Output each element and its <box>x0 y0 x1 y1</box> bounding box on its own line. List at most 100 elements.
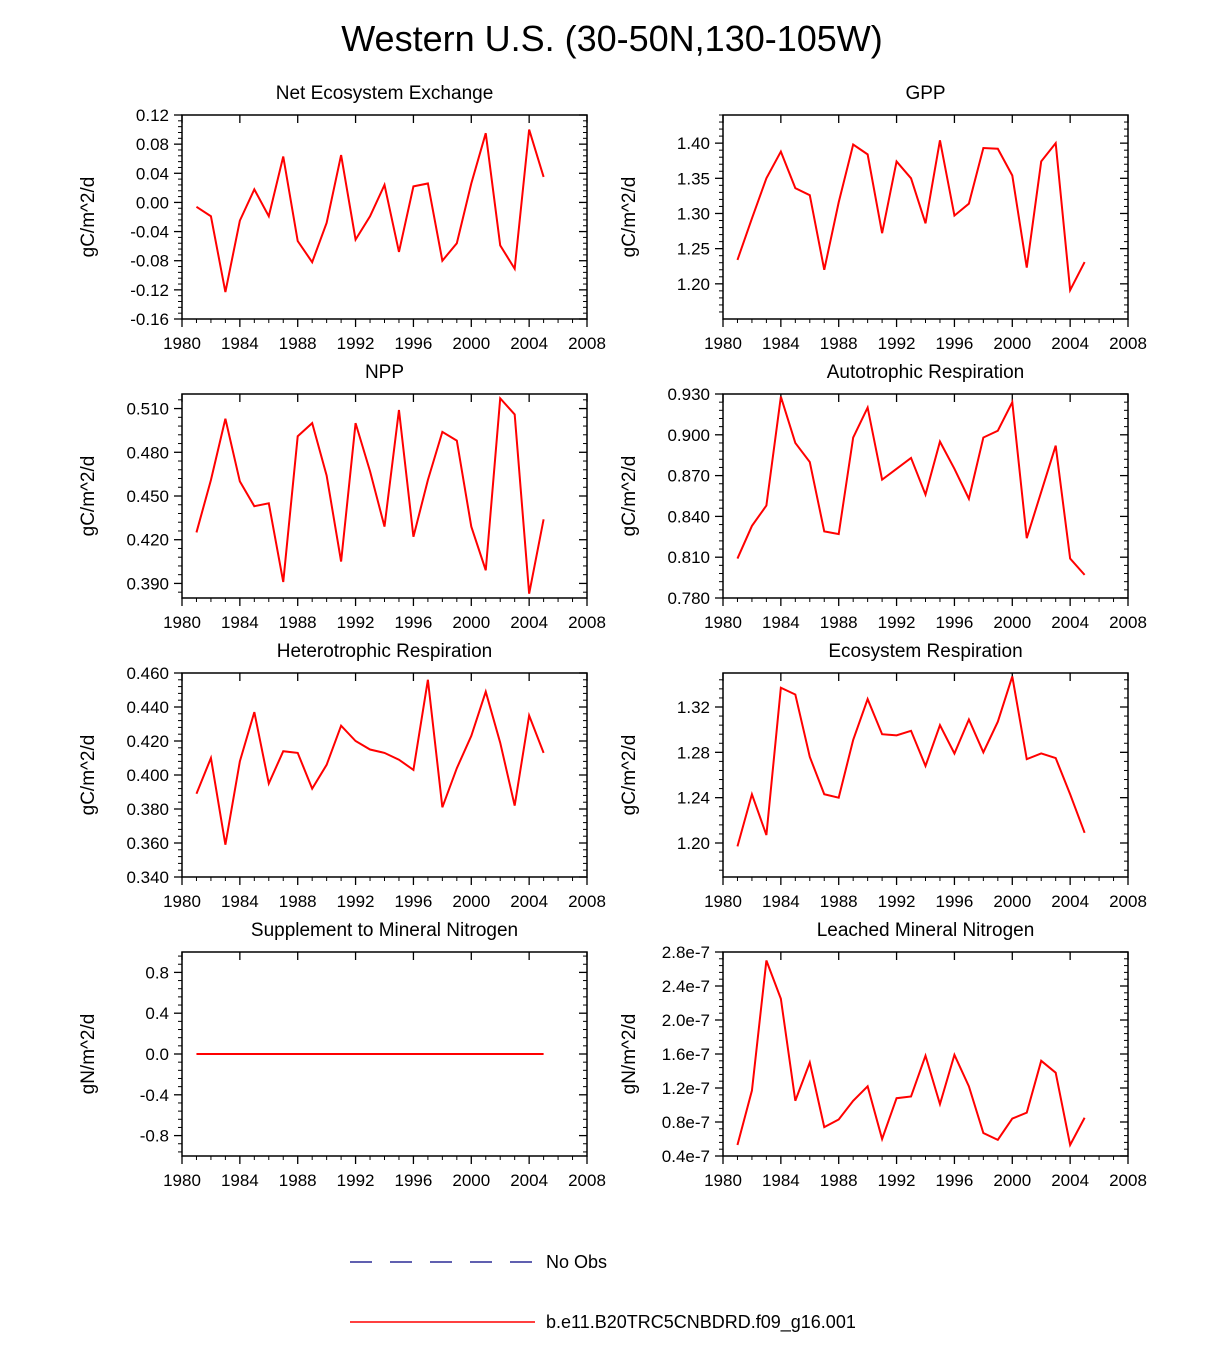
x-tick-label: 1984 <box>762 892 800 911</box>
plot-frame <box>722 672 1129 878</box>
x-tick-label: 1992 <box>337 1171 375 1190</box>
x-tick-label: 2008 <box>1109 892 1147 911</box>
y-tick-label: 0.340 <box>126 868 169 887</box>
x-tick-label: 1984 <box>221 892 259 911</box>
y-tick-label: 1.20 <box>677 834 710 853</box>
series-line <box>195 679 545 845</box>
x-tick-label: 1980 <box>704 1171 742 1190</box>
y-tick-label: -0.8 <box>140 1127 169 1146</box>
panel-2: GPP gC/m^2/d 1980 1984 1988 1992 1996 2000 2004 2… <box>619 83 1147 353</box>
panel-6: Ecosystem Respiration gC/m^2/d 1980 1984 198… <box>619 641 1147 911</box>
x-tick-label: 1984 <box>762 334 800 353</box>
figure-title: Western U.S. (30-50N,130-105W) <box>341 18 883 59</box>
y-tick-label: 0.12 <box>136 106 169 125</box>
y-tick-label: 0.440 <box>126 698 169 717</box>
y-tick-label: 0.08 <box>136 135 169 154</box>
x-tick-label: 1988 <box>820 1171 858 1190</box>
x-tick-label: 1984 <box>221 334 259 353</box>
x-tick-label: 2000 <box>993 1171 1031 1190</box>
x-tick-label: 1996 <box>395 1171 433 1190</box>
x-tick-label: 1980 <box>163 334 201 353</box>
x-tick-label: 1988 <box>820 613 858 632</box>
y-axis-label: gC/m^2/d <box>619 456 640 537</box>
plot-frame <box>722 114 1129 320</box>
x-tick-label: 1992 <box>878 1171 916 1190</box>
y-tick-label: 0.00 <box>136 193 169 212</box>
y-tick-label: 1.28 <box>677 743 710 762</box>
y-tick-label: -0.16 <box>130 310 169 329</box>
y-axis-label: gC/m^2/d <box>78 456 99 537</box>
y-axis-label: gN/m^2/d <box>619 1014 640 1095</box>
y-tick-label: 2.8e-7 <box>662 943 710 962</box>
x-tick-label: 1988 <box>279 1171 317 1190</box>
x-tick-label: 1980 <box>163 613 201 632</box>
series-line <box>736 396 1086 576</box>
panel-3: NPP gC/m^2/d 1980 1984 1988 1992 1996 2000 2004 2… <box>78 362 606 632</box>
x-tick-label: 1992 <box>337 334 375 353</box>
panel-title: Net Ecosystem Exchange <box>276 83 494 104</box>
y-axis-label: gC/m^2/d <box>619 177 640 258</box>
series-line <box>736 676 1086 847</box>
x-tick-label: 2004 <box>510 334 548 353</box>
y-tick-label: 1.25 <box>677 240 710 259</box>
y-tick-label: 0.4 <box>145 1004 169 1023</box>
y-tick-label: 0.870 <box>667 467 710 486</box>
x-tick-label: 1984 <box>221 1171 259 1190</box>
x-tick-label: 2008 <box>568 334 606 353</box>
x-tick-label: 1996 <box>936 334 974 353</box>
series-line <box>195 395 545 594</box>
x-tick-label: 1984 <box>221 613 259 632</box>
plot-frame <box>181 672 588 878</box>
y-tick-label: 2.4e-7 <box>662 977 710 996</box>
x-tick-label: 2008 <box>1109 1171 1147 1190</box>
x-tick-label: 1988 <box>279 892 317 911</box>
y-tick-label: 1.35 <box>677 169 710 188</box>
panels-group: Net Ecosystem Exchange gC/m^2/d 1980 1984 19… <box>78 83 1147 1190</box>
y-tick-label: 0.420 <box>126 732 169 751</box>
x-tick-label: 2004 <box>1051 892 1089 911</box>
x-tick-label: 1996 <box>395 892 433 911</box>
y-tick-label: 1.30 <box>677 204 710 223</box>
y-tick-label: -0.12 <box>130 281 169 300</box>
panel-7: Supplement to Mineral Nitrogen gN/m^2/d 19… <box>78 920 606 1190</box>
x-tick-label: 1988 <box>820 892 858 911</box>
x-tick-label: 1988 <box>279 613 317 632</box>
y-axis-label: gC/m^2/d <box>619 735 640 816</box>
y-tick-label: 0.8 <box>145 963 169 982</box>
y-tick-label: 0.780 <box>667 589 710 608</box>
legend-label-model: b.e11.B20TRC5CNBDRD.f09_g16.001 <box>546 1312 856 1333</box>
panel-title: Supplement to Mineral Nitrogen <box>251 920 518 941</box>
panel-title: Ecosystem Respiration <box>828 641 1022 662</box>
y-tick-label: 0.360 <box>126 834 169 853</box>
y-tick-label: 0.810 <box>667 548 710 567</box>
x-tick-label: 2008 <box>1109 613 1147 632</box>
y-tick-label: 0.480 <box>126 443 169 462</box>
x-tick-label: 1980 <box>704 613 742 632</box>
x-tick-label: 1992 <box>337 613 375 632</box>
y-tick-label: 1.32 <box>677 698 710 717</box>
y-tick-label: 2.0e-7 <box>662 1011 710 1030</box>
x-tick-label: 2004 <box>1051 613 1089 632</box>
y-tick-label: 0.460 <box>126 664 169 683</box>
x-tick-label: 2004 <box>1051 334 1089 353</box>
y-tick-label: -0.04 <box>130 223 169 242</box>
x-tick-label: 2000 <box>452 613 490 632</box>
x-tick-label: 2000 <box>452 1171 490 1190</box>
x-tick-label: 2000 <box>452 892 490 911</box>
panel-title: GPP <box>905 83 945 104</box>
x-tick-label: 1984 <box>762 1171 800 1190</box>
series-line <box>736 960 1086 1148</box>
y-tick-label: 1.2e-7 <box>662 1079 710 1098</box>
panel-5: Heterotrophic Respiration gC/m^2/d 1980 198… <box>78 641 606 911</box>
panel-4: Autotrophic Respiration gC/m^2/d 1980 1984 1… <box>619 362 1147 632</box>
y-tick-label: 1.20 <box>677 275 710 294</box>
panel-1: Net Ecosystem Exchange gC/m^2/d 1980 1984 19… <box>78 83 606 353</box>
x-tick-label: 1996 <box>936 613 974 632</box>
x-tick-label: 2000 <box>993 334 1031 353</box>
y-axis-label: gC/m^2/d <box>78 735 99 816</box>
x-tick-label: 1992 <box>878 334 916 353</box>
x-tick-label: 2008 <box>568 892 606 911</box>
x-tick-label: 2000 <box>993 613 1031 632</box>
panel-8: Leached Mineral Nitrogen gN/m^2/d 1980 1984… <box>619 920 1147 1190</box>
